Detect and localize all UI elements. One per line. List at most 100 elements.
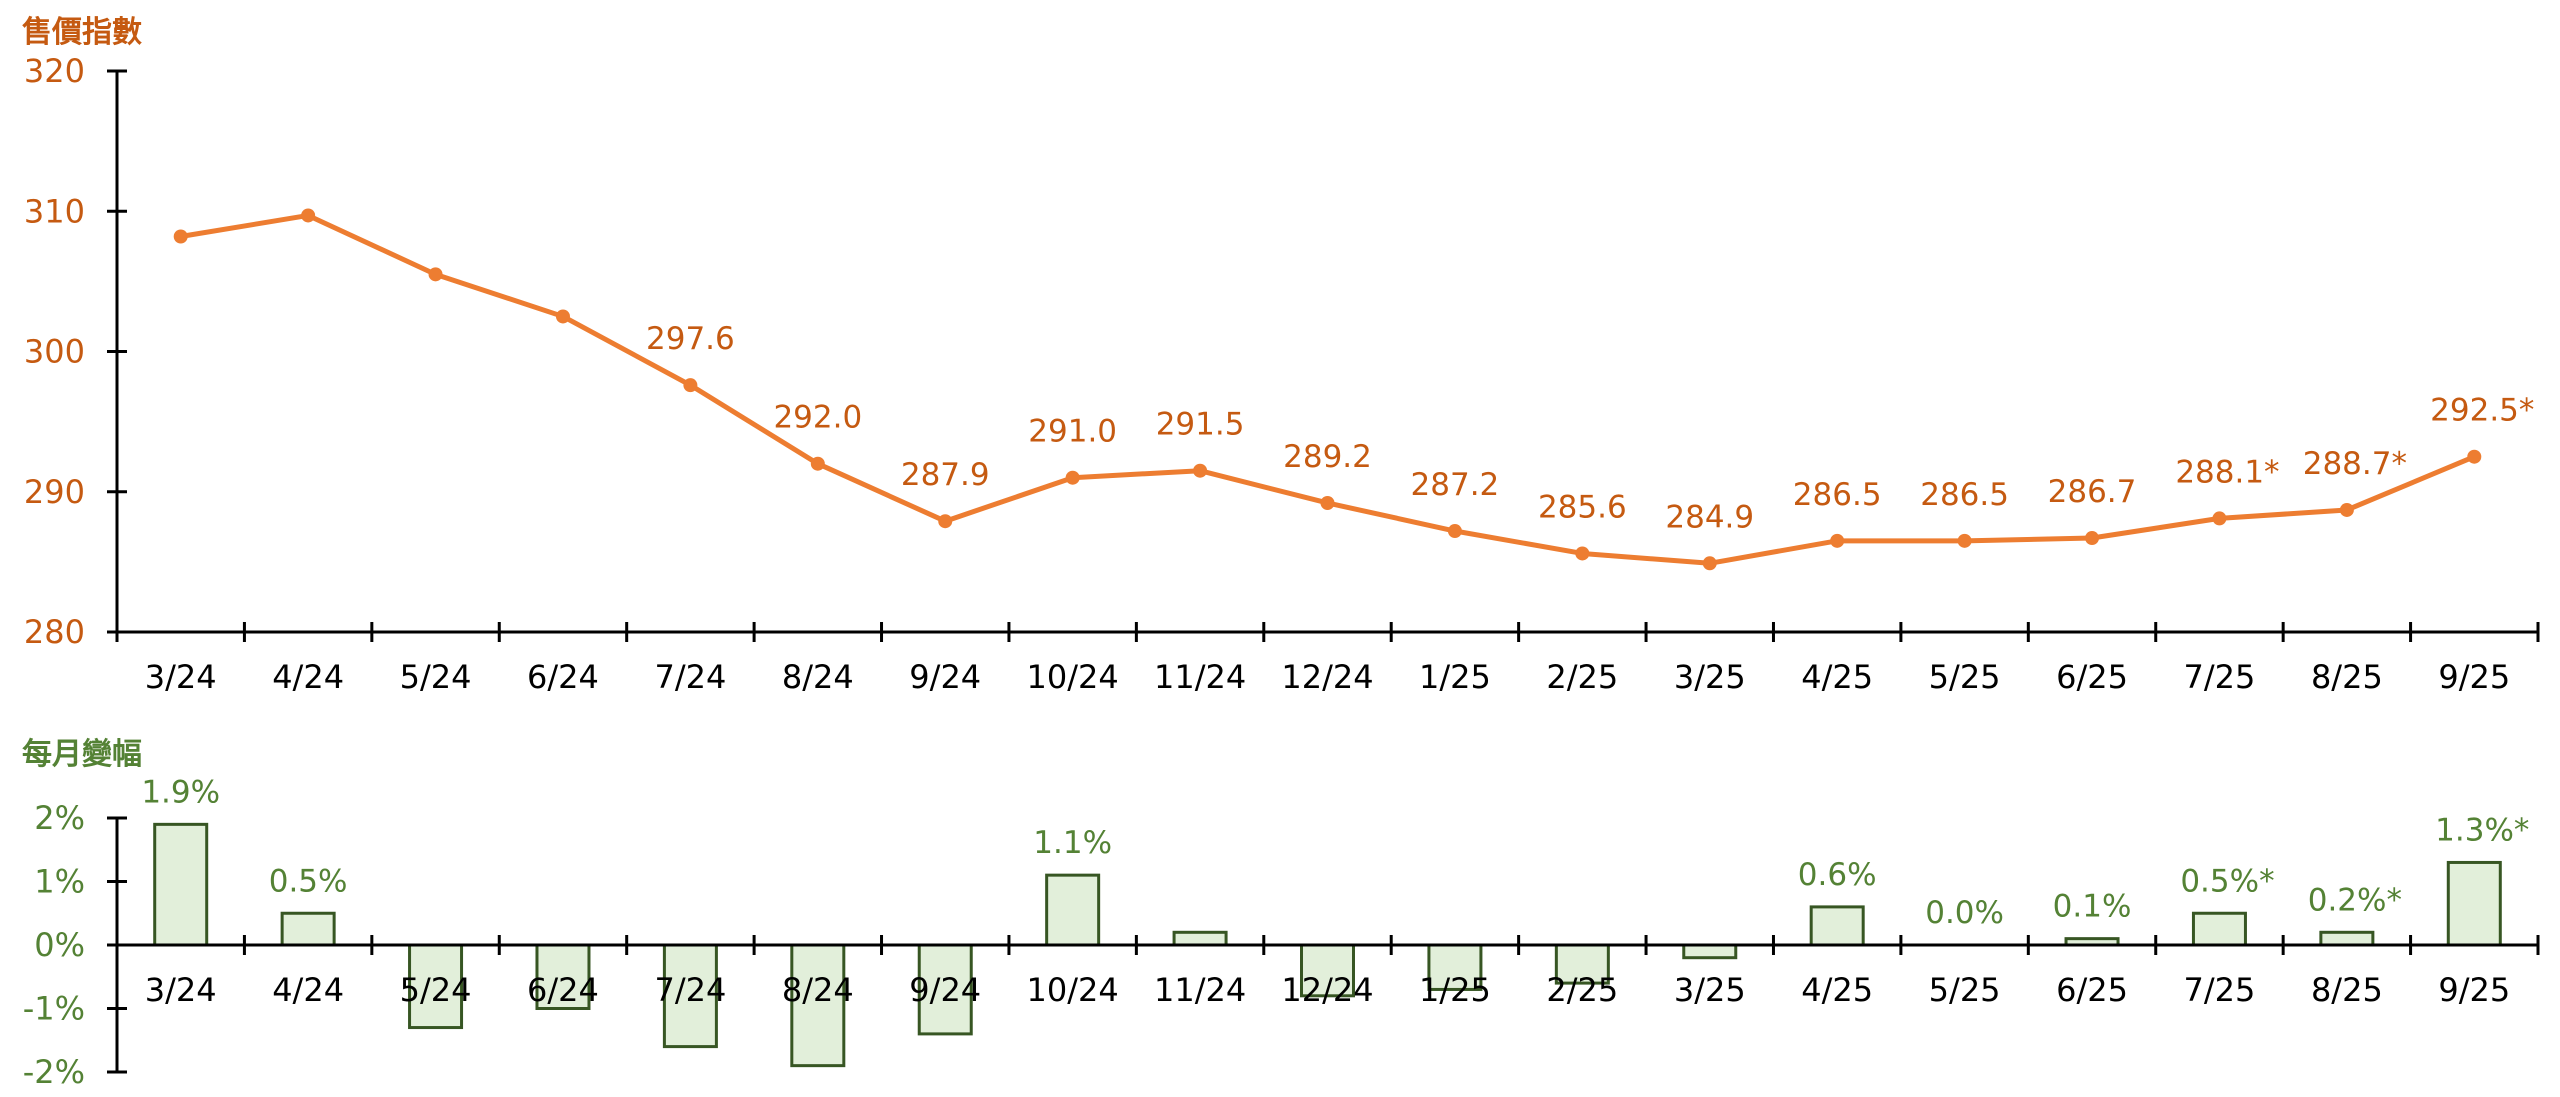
line-chart-x-label: 4/25 bbox=[1801, 658, 1873, 696]
line-chart-x-label: 5/25 bbox=[1929, 658, 2001, 696]
price-index-line-chart: 售價指數 320 310 300 290 280 3/24 4/24 5/24 6/24 7/2… bbox=[22, 15, 2540, 696]
bar-chart-x-label: 2/25 bbox=[1546, 971, 1618, 1009]
bar-chart-x-label: 10/24 bbox=[1027, 971, 1119, 1009]
bar-chart-y-tick-label: 1% bbox=[34, 863, 85, 901]
bar bbox=[2446, 860, 2502, 947]
line-data-label: 292.0 bbox=[773, 400, 862, 436]
bar-chart-y-title: 每月變幅 bbox=[22, 737, 142, 772]
line-chart-x-label: 11/24 bbox=[1154, 658, 1246, 696]
bar-chart-x-label: 4/24 bbox=[272, 971, 344, 1009]
bar-chart-x-label: 8/25 bbox=[2311, 971, 2383, 1009]
bar-chart-x-label: 1/25 bbox=[1419, 971, 1491, 1009]
line-chart-y-tick-label: 310 bbox=[24, 192, 85, 230]
line-chart-x-label: 3/25 bbox=[1674, 658, 1746, 696]
line-data-label: 284.9 bbox=[1665, 499, 1754, 535]
line-point bbox=[428, 267, 443, 282]
line-path bbox=[180, 212, 2476, 566]
bar bbox=[2191, 911, 2247, 947]
line-chart-x-label: 8/25 bbox=[2311, 658, 2383, 696]
bar-chart-x-label: 4/25 bbox=[1801, 971, 1873, 1009]
bar bbox=[1809, 905, 1865, 947]
bar-chart-x-label: 9/25 bbox=[2438, 971, 2510, 1009]
bar-chart-x-label: 8/24 bbox=[782, 971, 854, 1009]
line-chart-x-label: 5/24 bbox=[400, 658, 472, 696]
bar-chart-x-label: 12/24 bbox=[1281, 971, 1373, 1009]
line-chart-y-tick-label: 280 bbox=[24, 613, 85, 651]
line-point bbox=[555, 309, 570, 324]
bar bbox=[153, 822, 209, 947]
bar-data-label: 0.0% bbox=[1925, 895, 2004, 931]
line-chart-x-label: 7/25 bbox=[2184, 658, 2256, 696]
bar-series bbox=[153, 822, 2502, 1068]
line-point bbox=[1447, 524, 1462, 539]
bar-chart-y-ticks: 2% 1% 0% -1% -2% bbox=[23, 799, 127, 1091]
line-data-label: 285.6 bbox=[1538, 489, 1627, 525]
bar-chart-x-label: 6/24 bbox=[527, 971, 599, 1009]
bar bbox=[1300, 943, 1355, 998]
bar-data-label: 0.5% bbox=[269, 863, 348, 899]
bar bbox=[2319, 930, 2375, 947]
line-chart-x-label: 1/25 bbox=[1419, 658, 1491, 696]
line-chart-y-title: 售價指數 bbox=[22, 15, 142, 50]
line-chart-x-label: 9/24 bbox=[909, 658, 981, 696]
bar bbox=[1427, 943, 1483, 991]
line-chart-x-label: 6/25 bbox=[2056, 658, 2128, 696]
line-data-label: 286.5 bbox=[1920, 477, 2009, 513]
line-point bbox=[1065, 470, 1080, 485]
line-chart-x-label: 6/24 bbox=[527, 658, 599, 696]
line-point bbox=[1320, 495, 1335, 510]
line-data-label: 286.5 bbox=[1793, 477, 1882, 513]
bar-chart-x-label: 7/24 bbox=[654, 971, 726, 1009]
line-data-label: 287.9 bbox=[901, 457, 990, 493]
bar-chart-x-label: 7/25 bbox=[2184, 971, 2256, 1009]
line-chart-y-tick-label: 320 bbox=[24, 52, 85, 90]
bar bbox=[1172, 930, 1228, 947]
bar-chart-x-label: 3/24 bbox=[145, 971, 217, 1009]
bar bbox=[1682, 943, 1738, 960]
line-point bbox=[1193, 463, 1208, 478]
bar bbox=[1554, 943, 1610, 985]
bar-chart-x-label: 6/25 bbox=[2056, 971, 2128, 1009]
bar-data-label: 0.2%* bbox=[2308, 882, 2402, 918]
line-chart-x-label: 3/24 bbox=[145, 658, 217, 696]
line-data-label: 297.6 bbox=[646, 321, 735, 357]
bar-data-label: 1.9% bbox=[141, 774, 220, 810]
line-chart-y-tick-label: 290 bbox=[24, 473, 85, 511]
bar-data-label: 0.5%* bbox=[2180, 863, 2274, 899]
line-chart-x-labels: 3/24 4/24 5/24 6/24 7/24 8/24 9/24 10/24 11/24 12… bbox=[145, 658, 2510, 696]
bar-chart-x-label: 5/24 bbox=[400, 971, 472, 1009]
bar-chart-y-tick-label: 0% bbox=[34, 926, 85, 964]
bar-data-label: 1.1% bbox=[1033, 825, 1112, 861]
bar-chart-y-tick-label: -2% bbox=[23, 1053, 85, 1091]
line-point bbox=[301, 208, 316, 223]
line-point bbox=[2467, 449, 2482, 464]
line-point bbox=[2339, 502, 2354, 517]
bar-data-labels: 1.9% 0.5% 1.1% 0.6% 0.0% 0.1% 0.5%* 0.2%* 1.3%* bbox=[141, 774, 2529, 931]
bar-chart-x-label: 11/24 bbox=[1154, 971, 1246, 1009]
line-data-label: 286.7 bbox=[2048, 474, 2137, 510]
bar-data-label: 0.6% bbox=[1798, 857, 1877, 893]
line-point bbox=[2212, 511, 2227, 526]
line-data-label: 289.2 bbox=[1283, 439, 1372, 475]
line-point bbox=[1575, 546, 1590, 561]
line-point bbox=[1830, 533, 1845, 548]
bar-chart-y-tick-label: -1% bbox=[23, 990, 85, 1028]
line-chart-x-label: 7/24 bbox=[654, 658, 726, 696]
line-chart-axes bbox=[107, 71, 2540, 642]
bar-chart-x-labels: 3/24 4/24 5/24 6/24 7/24 8/24 9/24 10/24 11/24 12… bbox=[145, 971, 2510, 1009]
bar-chart-axes bbox=[107, 818, 2540, 1071]
line-chart-x-label: 8/24 bbox=[782, 658, 854, 696]
bar-chart-y-tick-label: 2% bbox=[34, 799, 85, 837]
line-chart-x-label: 9/25 bbox=[2438, 658, 2510, 696]
line-data-label: 288.7* bbox=[2303, 446, 2407, 482]
bar bbox=[1045, 873, 1101, 947]
bar-chart-x-label: 3/25 bbox=[1674, 971, 1746, 1009]
line-data-label: 291.0 bbox=[1028, 414, 1117, 450]
line-point bbox=[2085, 531, 2100, 546]
line-data-label: 291.5 bbox=[1156, 407, 1245, 443]
line-chart-x-label: 4/24 bbox=[272, 658, 344, 696]
line-point bbox=[1702, 556, 1717, 571]
line-point bbox=[810, 456, 825, 471]
bar-data-label: 0.1% bbox=[2053, 889, 2132, 925]
